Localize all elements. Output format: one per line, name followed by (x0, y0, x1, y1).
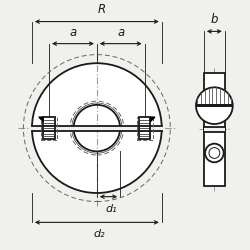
Text: a: a (69, 26, 76, 39)
Text: a: a (117, 26, 124, 39)
Circle shape (32, 63, 162, 193)
Bar (204, 73, 225, 129)
Bar (204, 73, 225, 186)
Bar (204, 129, 225, 186)
Bar (204, 127, 225, 132)
Circle shape (196, 87, 233, 124)
Text: R: R (98, 3, 106, 16)
Bar (41, 116, 57, 140)
Text: d₁: d₁ (105, 204, 117, 214)
Bar (196, 104, 233, 107)
Text: d₂: d₂ (94, 229, 105, 239)
Bar (137, 116, 152, 140)
Bar (139, 117, 150, 139)
Bar (30, 126, 164, 130)
Bar (43, 117, 55, 139)
Polygon shape (39, 117, 43, 121)
Text: b: b (210, 13, 218, 26)
Polygon shape (150, 117, 155, 121)
